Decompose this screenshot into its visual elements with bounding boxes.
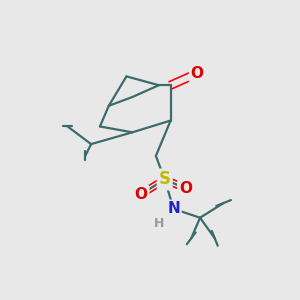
Text: O: O (135, 187, 148, 202)
Text: S: S (159, 170, 171, 188)
Text: N: N (167, 201, 180, 216)
Text: O: O (190, 66, 204, 81)
Text: O: O (179, 181, 192, 196)
Text: H: H (154, 217, 164, 230)
